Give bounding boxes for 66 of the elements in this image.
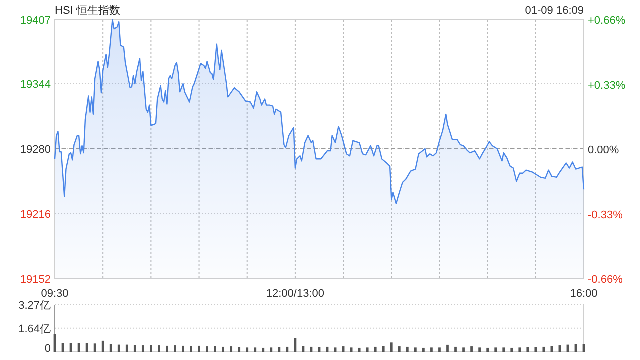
bar [454, 346, 457, 352]
chart-subtitle: 01-09 16:09 [525, 5, 584, 17]
y2-tick-label: -0.66% [588, 274, 624, 286]
bar [358, 348, 361, 352]
bar [414, 348, 417, 352]
bar [398, 346, 401, 352]
bar [374, 346, 377, 352]
bar [366, 348, 369, 352]
bar [502, 348, 506, 352]
y-tick-label: 1.64亿 [18, 323, 51, 336]
bar [494, 348, 498, 352]
bar [206, 346, 208, 352]
bar [246, 348, 249, 352]
bar [278, 347, 281, 352]
bar [470, 346, 473, 352]
bar [110, 344, 112, 352]
bar [118, 344, 120, 352]
chart-title: HSI 恒生指数 [55, 4, 120, 17]
y-tick-label: 19216 [20, 208, 51, 221]
bar [510, 348, 514, 352]
bar [430, 348, 433, 352]
bar [230, 346, 233, 352]
y2-tick-label: +0.33% [588, 80, 626, 92]
bar [438, 348, 441, 352]
bar [462, 348, 465, 352]
bar [542, 346, 546, 352]
bar [238, 347, 241, 352]
bar [126, 344, 128, 352]
y-tick-label: 0 [44, 343, 51, 355]
bar [158, 346, 160, 352]
bar [478, 348, 481, 352]
bar [254, 348, 257, 352]
y2-tick-label: -0.33% [588, 209, 624, 222]
y-tick-label: 19152 [20, 274, 51, 286]
bar [270, 348, 273, 352]
bar [150, 345, 152, 352]
y-tick-label: 19344 [20, 78, 51, 91]
bar [102, 340, 104, 352]
bar [526, 347, 530, 352]
bar [174, 346, 176, 352]
bar [166, 346, 168, 352]
bar [390, 342, 393, 352]
y-tick-label: 19280 [20, 144, 51, 156]
bar [190, 346, 192, 352]
bar [142, 346, 144, 352]
bar [198, 346, 200, 352]
y2-tick-label: 0.00% [588, 144, 620, 156]
bar [94, 344, 96, 352]
bar [222, 346, 225, 352]
bar [446, 344, 449, 352]
x-tick-label: 16:00 [570, 288, 598, 300]
y2-tick-label: +0.66% [588, 15, 626, 27]
x-tick-label: 09:30 [41, 288, 69, 300]
bar [422, 348, 425, 352]
bar [134, 345, 136, 352]
bar [406, 346, 409, 352]
y-tick-label: 19407 [20, 15, 51, 27]
bar [382, 346, 385, 352]
bar [182, 346, 184, 352]
bar [486, 348, 490, 352]
bar [518, 348, 522, 352]
bar [262, 348, 265, 352]
x-tick-label: 12:00/13:00 [266, 288, 325, 300]
y-tick-label: 3.27亿 [18, 300, 51, 312]
bar [214, 346, 216, 352]
bar [534, 347, 538, 352]
